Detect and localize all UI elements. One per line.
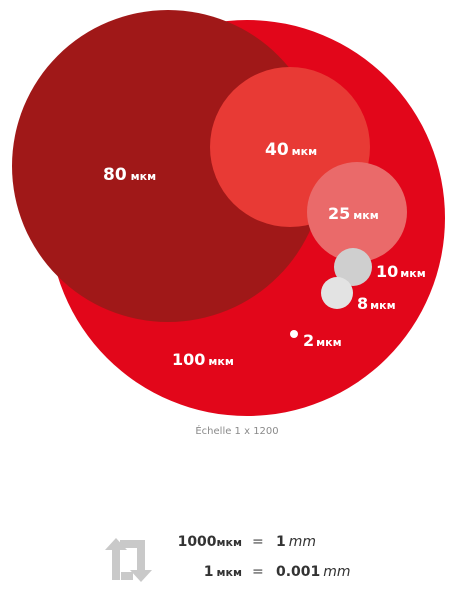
bubble-8-micron [321, 277, 353, 309]
label-25-micron: 25 мкм [328, 204, 379, 223]
label-100-micron: 100 мкм [172, 350, 234, 369]
conversion-row-2: 1 мкм = 0.001 mm [164, 564, 400, 586]
bubble-10-micron [334, 248, 372, 286]
scale-caption: Échelle 1 x 1200 [195, 426, 279, 437]
label-2-micron: 2 мкм [303, 331, 342, 350]
bubble-2-micron [290, 330, 298, 338]
unit-conversion: 1000мкм = 1 mm 1 мкм = 0.001 mm [100, 530, 400, 590]
conversion-left: 1 мкм [203, 564, 242, 580]
label-8-micron: 8 мкм [357, 294, 396, 313]
equals-sign: = [252, 564, 264, 580]
equals-sign: = [252, 534, 264, 550]
label-80-micron: 80 мкм [103, 165, 156, 185]
conversion-left: 1000мкм [177, 534, 242, 550]
label-10-micron: 10 мкм [376, 262, 426, 281]
label-40-micron: 40 мкм [265, 140, 317, 160]
conversion-right: 1 mm [276, 534, 317, 550]
size-comparison-diagram: 80 мкм 40 мкм 25 мкм 10 мкм 8 мкм 2 мкм 100 мкм [12, 10, 445, 416]
conversion-row-1: 1000мкм = 1 mm [164, 534, 400, 556]
conversion-right: 0.001 mm [276, 564, 351, 580]
bubble-25-micron [307, 162, 407, 262]
swap-arrows-icon [105, 538, 152, 582]
